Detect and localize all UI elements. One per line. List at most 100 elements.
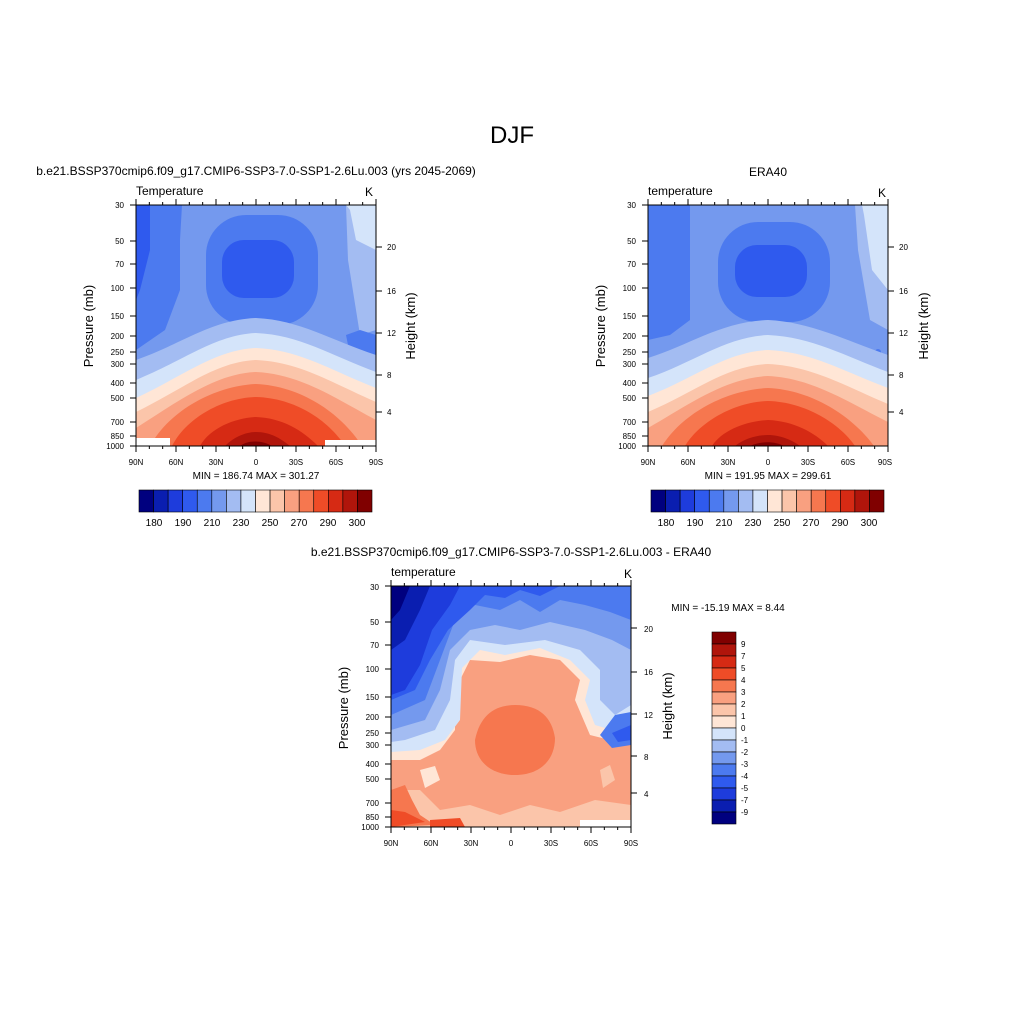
ytick-label: 30 <box>370 583 379 592</box>
colorbar-label: 300 <box>861 518 878 529</box>
panel-model-field <box>136 205 376 446</box>
colorbar-label: 190 <box>687 518 704 529</box>
colorbar-swatch <box>711 739 737 753</box>
panel-era40-xticks: 90N 60N 30N 0 30S 60S 90S <box>641 458 892 467</box>
colorbar-swatch <box>342 489 358 513</box>
panel-era40-ylabel: Pressure (mb) <box>593 285 608 367</box>
colorbar-swatch <box>711 811 737 825</box>
xtick-label: 60S <box>329 458 343 467</box>
panel-model-units: K <box>365 185 373 199</box>
ytick-label: 150 <box>366 693 380 702</box>
ytick-label: 500 <box>111 394 125 403</box>
panel-era40-y2label: Height (km) <box>916 292 931 359</box>
colorbar-swatch <box>711 775 737 789</box>
colorbar-swatch <box>694 489 710 513</box>
ytick-label: 250 <box>111 348 125 357</box>
ytick-label: 150 <box>623 312 637 321</box>
colorbar-label: 210 <box>204 518 221 529</box>
ytick-label: 30 <box>627 201 636 210</box>
panel-model-colorbar-labels: 180 190 210 230 250 270 290 300 <box>146 518 366 529</box>
ytick-label: 850 <box>366 813 380 822</box>
y2tick-label: 12 <box>644 711 653 720</box>
ytick-label: 250 <box>623 348 637 357</box>
colorbar-label: 290 <box>320 518 337 529</box>
panel-era40-colorbar <box>650 489 885 513</box>
panel-era40-minmax: MIN = 191.95 MAX = 299.61 <box>705 471 832 482</box>
colorbar-swatch <box>284 489 300 513</box>
xtick-label: 60N <box>681 458 696 467</box>
ytick-label: 200 <box>111 332 125 341</box>
y2tick-label: 16 <box>644 668 653 677</box>
colorbar-swatch <box>255 489 271 513</box>
ytick-label: 200 <box>366 713 380 722</box>
xtick-label: 30N <box>464 839 479 848</box>
colorbar-swatch <box>650 489 666 513</box>
panel-model-ylabel: Pressure (mb) <box>81 285 96 367</box>
xtick-label: 60N <box>424 839 439 848</box>
panel-era40-colorbar-labels: 180 190 210 230 250 270 290 300 <box>658 518 878 529</box>
panel-difference-field <box>391 586 631 827</box>
colorbar-label: 270 <box>291 518 308 529</box>
colorbar-label: 5 <box>741 664 746 673</box>
panel-difference-title: b.e21.BSSP370cmip6.f09_g17.CMIP6-SSP3-7.… <box>311 545 712 559</box>
ytick-label: 50 <box>627 237 636 246</box>
colorbar-swatch <box>269 489 285 513</box>
colorbar-swatch <box>708 489 725 513</box>
colorbar-swatch <box>711 727 737 741</box>
colorbar-label: 250 <box>262 518 279 529</box>
ytick-label: 400 <box>111 379 125 388</box>
xtick-label: 90S <box>878 458 892 467</box>
colorbar-swatch <box>825 489 841 513</box>
y2tick-label: 16 <box>899 287 908 296</box>
colorbar-label: -9 <box>741 808 749 817</box>
colorbar-swatch <box>711 799 737 813</box>
xtick-label: 30S <box>801 458 815 467</box>
colorbar-label: 300 <box>349 518 366 529</box>
colorbar-swatch <box>211 489 227 513</box>
colorbar-swatch <box>711 787 737 801</box>
panel-era40: ERA40 temperature K 30 50 70 <box>593 165 931 529</box>
colorbar-label: -7 <box>741 796 749 805</box>
colorbar-label: 180 <box>658 518 675 529</box>
ytick-label: 500 <box>366 775 380 784</box>
ytick-label: 70 <box>370 641 379 650</box>
panel-era40-yticks: 30 50 70 100 150 200 250 300 400 500 700… <box>618 201 636 451</box>
ytick-label: 300 <box>111 360 125 369</box>
colorbar-label: 190 <box>175 518 192 529</box>
colorbar-swatch <box>711 679 737 693</box>
ytick-label: 100 <box>623 284 637 293</box>
xtick-label: 0 <box>254 458 259 467</box>
panel-era40-title: ERA40 <box>749 165 787 179</box>
xtick-label: 30S <box>544 839 558 848</box>
colorbar-swatch <box>738 489 754 513</box>
y2tick-label: 8 <box>899 371 904 380</box>
y2tick-label: 8 <box>387 371 392 380</box>
colorbar-swatch <box>196 489 213 513</box>
colorbar-label: -1 <box>741 736 749 745</box>
y2tick-label: 4 <box>899 408 904 417</box>
colorbar-label: 230 <box>233 518 250 529</box>
xtick-label: 0 <box>766 458 771 467</box>
colorbar-swatch <box>711 703 737 717</box>
ytick-label: 1000 <box>361 823 379 832</box>
panel-difference-minmax: MIN = -15.19 MAX = 8.44 <box>671 603 785 614</box>
panel-model-y2ticks: 20 16 12 8 4 <box>387 243 396 417</box>
colorbar-label: 270 <box>803 518 820 529</box>
ytick-label: 50 <box>370 618 379 627</box>
colorbar-swatch <box>711 667 737 681</box>
colorbar-label: 290 <box>832 518 849 529</box>
colorbar-swatch <box>357 489 373 513</box>
colorbar-swatch <box>711 715 737 729</box>
colorbar-swatch <box>167 489 183 513</box>
xtick-label: 60S <box>841 458 855 467</box>
y2tick-label: 20 <box>644 625 653 634</box>
ytick-label: 100 <box>366 665 380 674</box>
xtick-label: 90S <box>369 458 383 467</box>
xtick-label: 30S <box>289 458 303 467</box>
colorbar-label: 1 <box>741 712 746 721</box>
colorbar-swatch <box>711 643 737 657</box>
ytick-label: 200 <box>623 332 637 341</box>
colorbar-swatch <box>723 489 739 513</box>
ytick-label: 250 <box>366 729 380 738</box>
colorbar-swatch <box>840 489 856 513</box>
